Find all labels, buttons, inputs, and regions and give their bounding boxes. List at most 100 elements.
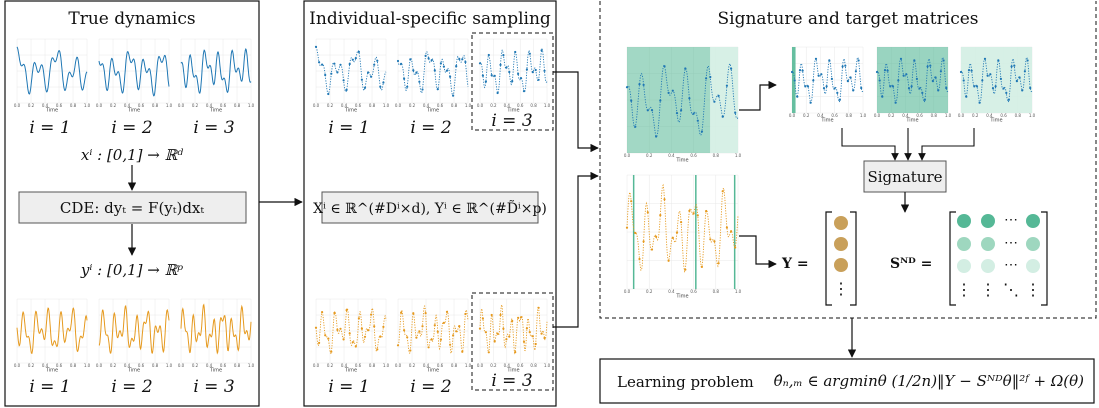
x-tick-label: 1.0 xyxy=(945,113,952,118)
sample-point xyxy=(680,109,683,112)
sample-point xyxy=(314,45,318,49)
x-tick-label: 0.6 xyxy=(916,113,923,118)
matrices-box xyxy=(321,191,539,224)
x-tick-label: 0.6 xyxy=(517,103,524,108)
sample-point xyxy=(817,74,820,77)
sample-point xyxy=(849,76,852,79)
x-tick-label: 0.0 xyxy=(178,363,185,368)
sample-point xyxy=(894,101,897,104)
sample-point xyxy=(814,57,818,61)
cde-box xyxy=(18,191,247,224)
s-ddots: ⋱ xyxy=(1003,280,1019,299)
sample-point xyxy=(324,334,327,337)
sample-point xyxy=(445,310,449,313)
sample-point xyxy=(357,50,360,54)
x-tick-label: 0.0 xyxy=(313,103,320,108)
sample-point xyxy=(965,95,968,98)
true-x-index-2: i = 2 xyxy=(111,118,152,138)
sample-point xyxy=(696,214,699,217)
x-tick-label: 0.8 xyxy=(152,103,159,108)
x-tick-label: 0.2 xyxy=(490,363,497,368)
x-tick-label: 0.6 xyxy=(690,289,697,294)
plot-frame xyxy=(175,36,254,112)
x-tick-label: 0.8 xyxy=(234,103,241,108)
window-plot-3: 0.0 0.2 0.4 0.6 0.8 1.0 Time xyxy=(955,44,1036,124)
sample-point xyxy=(342,338,345,341)
sample-point xyxy=(962,79,965,82)
series-line xyxy=(876,56,949,104)
sample-point xyxy=(449,343,452,346)
x-tick-label: 0.6 xyxy=(437,363,444,368)
sample-point xyxy=(400,62,403,65)
y-sample-plot-3: 0.0 0.2 0.4 0.6 0.8 1.0 Time xyxy=(474,296,551,374)
sample-point xyxy=(659,99,662,102)
sample-point xyxy=(684,268,687,271)
s-hdots: ⋯ xyxy=(1004,235,1018,251)
sample-point xyxy=(321,63,324,66)
sample-point xyxy=(709,238,712,241)
window-plot-1: 0.0 0.2 0.4 0.6 0.8 1.0 Time xyxy=(786,44,867,124)
sample-point xyxy=(1021,89,1024,92)
sample-point xyxy=(543,69,546,72)
x-tick-label: 0.4 xyxy=(986,113,993,118)
sample-point xyxy=(833,87,836,90)
s-vdots: ⋮ xyxy=(980,280,996,299)
sample-point xyxy=(415,336,418,339)
sample-point xyxy=(713,240,716,243)
sample-point xyxy=(721,190,724,193)
true-x-index-3: i = 3 xyxy=(193,118,234,138)
sample-point xyxy=(342,79,345,82)
sample-point xyxy=(519,77,523,80)
sample-point xyxy=(801,69,804,72)
sample-point xyxy=(875,70,879,74)
sample-point xyxy=(396,59,400,63)
sample-point xyxy=(367,329,370,332)
series-line xyxy=(626,183,739,273)
s-entry xyxy=(981,214,995,228)
plot-frame xyxy=(392,296,471,372)
sample-point xyxy=(897,79,900,82)
sample-point xyxy=(1005,91,1008,94)
sample-point xyxy=(967,69,971,72)
sample-point xyxy=(642,240,645,243)
sample-point xyxy=(973,85,976,88)
x-tick-label: 0.8 xyxy=(530,103,537,108)
x-tick-label: 0.6 xyxy=(690,153,697,158)
x-tick-label: 0.2 xyxy=(110,103,117,108)
x-tick-label: 0.4 xyxy=(124,363,131,368)
x-tick-label: 1.0 xyxy=(1029,113,1036,118)
sample-point xyxy=(634,125,637,128)
s-entry xyxy=(957,237,971,251)
sample-x-index-3: i = 3 xyxy=(491,111,532,131)
x-tick-label: 0.8 xyxy=(931,113,938,118)
sample-point xyxy=(942,59,945,62)
sample-point xyxy=(705,77,708,80)
sample-point xyxy=(439,338,442,341)
x-tick-label: 0.8 xyxy=(369,103,376,108)
plot-frame xyxy=(93,296,172,372)
sample-point xyxy=(464,60,467,64)
x-tick-label: 0.6 xyxy=(1000,113,1007,118)
x-axis-label: Time xyxy=(675,158,688,164)
x-sample-plot-1: 0.0 0.2 0.4 0.6 0.8 1.0 Time xyxy=(310,36,390,114)
x-tick-label: 1.0 xyxy=(544,103,551,108)
true-dynamics-title: True dynamics xyxy=(68,9,195,29)
signature-matrix-label: Sᴺᴰ = xyxy=(890,256,932,272)
sample-point xyxy=(997,59,1000,62)
sample-y-index-2: i = 2 xyxy=(410,377,451,397)
arrow-to-target xyxy=(739,235,777,269)
sample-point xyxy=(430,338,433,341)
response-equation: yⁱ : [0,1] → ℝᵖ xyxy=(80,261,183,279)
plot-frame xyxy=(621,172,741,298)
sample-point xyxy=(692,212,695,215)
sample-point xyxy=(409,58,412,61)
true-y-index-1: i = 1 xyxy=(29,377,70,397)
sample-point xyxy=(360,78,363,81)
sample-point xyxy=(484,80,487,83)
sample-point xyxy=(846,80,850,83)
series-line xyxy=(180,48,252,94)
sample-point xyxy=(959,70,963,74)
x-tick-label: 0.4 xyxy=(668,153,675,158)
x-tick-label: 0.6 xyxy=(138,103,145,108)
series-line xyxy=(479,303,548,355)
